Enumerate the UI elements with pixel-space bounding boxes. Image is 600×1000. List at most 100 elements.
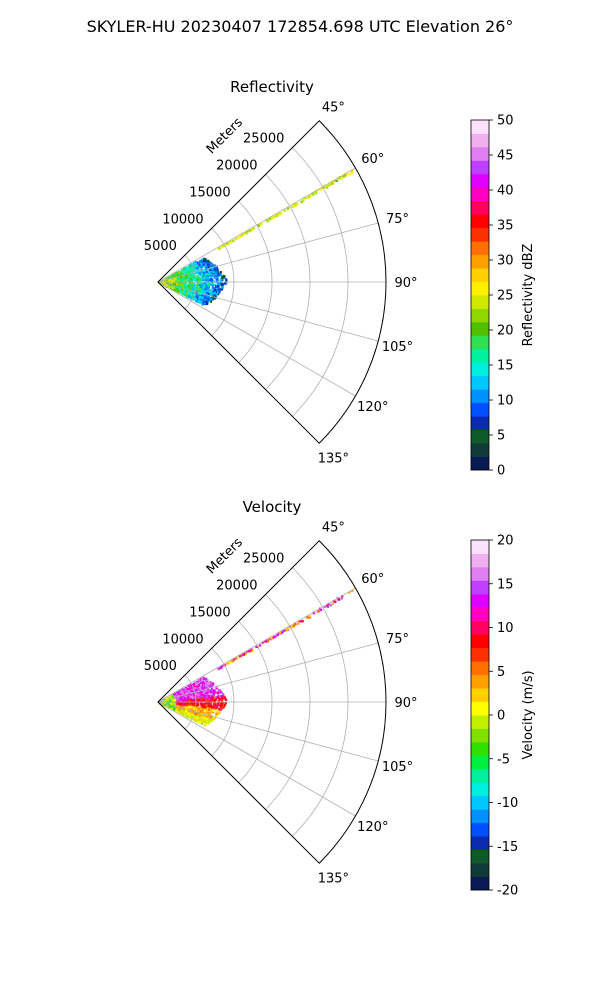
colorbar-swatch [471,187,489,202]
echo-cell [186,704,189,707]
colorbar-tick-label: 15 [497,359,514,374]
echo-cell [194,715,197,718]
echo-cell [188,293,191,297]
streak-cell [302,199,305,202]
echo-cell [197,688,200,691]
streak-cell [290,625,293,629]
streak-cell [276,633,279,637]
echo-cell [192,287,195,291]
echo-cell [182,706,185,709]
echo-cell [184,687,187,691]
colorbar-swatch [471,580,489,595]
echo-cell [205,300,208,303]
streak-cell [265,639,268,642]
echo-cell [198,269,201,272]
echo-cell [165,698,168,701]
colorbar-swatch [471,634,489,649]
streak-cell [305,615,309,619]
echo-cell [220,280,223,283]
echo-cell [191,706,194,709]
echo-cell [205,260,208,263]
echo-cell [174,710,178,713]
echo-cell [182,692,185,695]
colorbar-swatch [471,647,489,662]
echo-cell [206,705,209,708]
echo-cell [192,291,195,294]
echo-cell [196,271,199,274]
echo-cell [203,278,206,281]
echo-cell [172,274,176,277]
echo-cell [196,712,199,715]
echo-cell [214,703,217,706]
echo-cell [203,281,207,284]
echo-cell [197,693,200,696]
echo-cell [219,272,222,275]
echo-cell [218,283,221,286]
echo-cell [198,278,201,281]
echo-cell [180,287,183,290]
echo-cell [202,689,205,692]
streak-cell [274,635,277,638]
streak-cell [280,212,283,215]
echo-cell [188,709,191,712]
echo-cell [213,708,216,711]
echo-cell [186,690,189,693]
echo-cell [169,695,172,698]
echo-cell [207,298,210,301]
echo-cell [198,263,201,267]
echo-cell [183,275,186,278]
streak-cell [342,175,345,178]
echo-cell [183,267,186,270]
colorbar-tick-label: 20 [497,324,514,339]
azimuth-tick-label: 90° [394,276,417,291]
echo-cell [188,295,191,298]
echo-cell [176,691,179,694]
echo-cell [206,295,209,298]
streak-cell [249,229,252,232]
streak-cell [219,245,222,249]
streak-cell [318,188,321,191]
echo-cell [175,701,178,704]
echo-cell [207,694,210,697]
echo-cell [194,687,197,690]
echo-cell [211,287,214,290]
echo-cell [200,703,203,707]
echo-cell [193,706,196,709]
echo-cell [216,270,219,273]
echo-cell [195,688,198,691]
streak-cell [228,660,231,664]
streak-cell [222,244,225,247]
colorbar-swatch [471,281,489,296]
echo-cell [162,703,165,706]
echo-cell [179,283,182,286]
colorbar-tick-label: 5 [497,665,505,680]
echo-cell [202,271,205,274]
echo-cell [187,285,191,288]
echo-cell [209,267,212,270]
echo-cell [191,686,194,689]
colorbar-tick-label: -15 [497,840,518,855]
echo-cell [187,705,190,708]
colorbar-tick-label: -20 [497,884,518,899]
reflectivity-echoes [158,169,354,306]
echo-cell [204,294,207,297]
echo-cell [189,290,192,293]
echo-cell [208,712,212,715]
streak-cell [341,176,344,179]
echo-cell [174,282,177,285]
echo-cell [204,684,208,687]
colorbar-swatch [471,295,489,309]
echo-cell [214,285,217,288]
reflectivity-colorbar: 0 5 10 15 20 25 30 35 40 45 50 Reflectivity dBZ [470,114,536,479]
echo-cell [187,283,190,286]
echo-cell [189,270,192,273]
echo-cell [206,685,209,688]
echo-cell [202,706,205,709]
streak-cell [224,244,227,247]
colorbar-swatch [471,241,489,256]
colorbar-swatch [471,416,489,431]
echo-cell [206,707,209,710]
echo-cell [191,277,194,281]
echo-cell [213,696,216,699]
